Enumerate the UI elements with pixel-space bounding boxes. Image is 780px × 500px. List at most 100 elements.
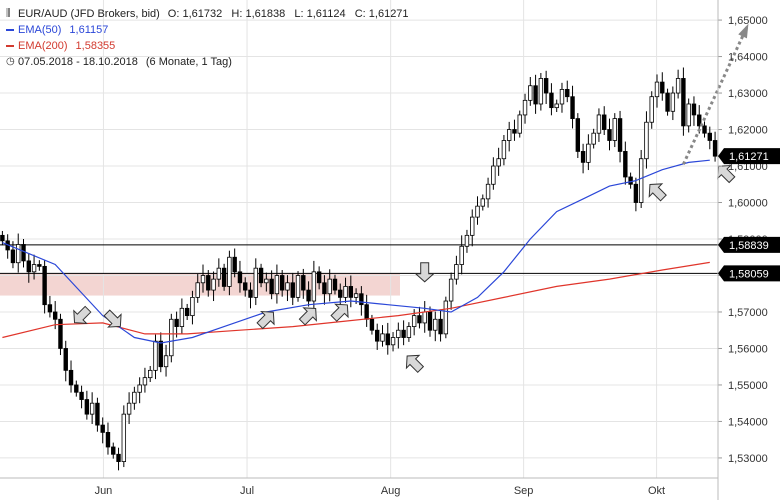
candle-body bbox=[295, 275, 301, 298]
ema200-value: 1,58355 bbox=[75, 40, 116, 52]
candle-body bbox=[0, 234, 5, 242]
candle-body bbox=[660, 81, 665, 94]
candle-body bbox=[364, 304, 369, 320]
annotation-arrow-icon bbox=[256, 310, 275, 330]
candle-body bbox=[517, 114, 522, 134]
candle-body bbox=[111, 446, 116, 455]
y-tick-label: 1,57000 bbox=[728, 307, 768, 319]
candle-body bbox=[522, 99, 528, 116]
candle-body bbox=[623, 151, 628, 178]
candle-body bbox=[274, 275, 280, 295]
candle-body bbox=[459, 245, 464, 265]
candle-body bbox=[84, 399, 90, 415]
candle-body bbox=[327, 278, 332, 295]
candle-body bbox=[654, 81, 660, 98]
y-tick-label: 1,60000 bbox=[728, 198, 768, 210]
annotation-arrow-shape bbox=[256, 310, 275, 330]
candle-body bbox=[301, 275, 306, 291]
candle-body bbox=[68, 369, 74, 386]
candle-body bbox=[633, 183, 639, 203]
candle-body bbox=[538, 78, 544, 105]
candle-body bbox=[543, 78, 549, 94]
instrument-label: EUR/AUD (JFD Brokers, bid) bbox=[18, 8, 160, 20]
candle-body bbox=[279, 275, 285, 291]
date-range-detail: (6 Monate, 1 Tag) bbox=[145, 56, 232, 68]
ema50-line bbox=[2, 159, 710, 344]
candle-body bbox=[10, 249, 16, 264]
candle-body bbox=[89, 402, 95, 415]
candle-body bbox=[116, 453, 121, 462]
candle-body bbox=[148, 369, 153, 379]
candle-body bbox=[580, 151, 586, 163]
annotation-arrow-shape bbox=[330, 303, 349, 322]
candle-body bbox=[206, 275, 211, 291]
candle-body bbox=[475, 205, 480, 218]
x-tick-label: Jun bbox=[95, 485, 113, 497]
candle-body bbox=[169, 318, 174, 357]
trend-arrow-head bbox=[738, 23, 749, 39]
candle-body bbox=[401, 329, 406, 338]
candle-body bbox=[121, 413, 127, 462]
y-tick-label: 1,62000 bbox=[728, 125, 768, 137]
candle-body bbox=[686, 103, 691, 127]
candle-body bbox=[528, 85, 533, 101]
annotation-arrow-shape bbox=[405, 354, 425, 373]
candle-body bbox=[691, 103, 697, 116]
candle-body bbox=[338, 289, 343, 298]
candle-body bbox=[559, 88, 565, 105]
candle-body bbox=[221, 267, 227, 287]
candle-body bbox=[79, 391, 84, 400]
candle-body bbox=[638, 158, 644, 203]
annotation-arrow-shape bbox=[73, 305, 92, 324]
candle-body bbox=[137, 384, 142, 393]
candle-body bbox=[602, 114, 607, 130]
candle-body bbox=[596, 114, 602, 134]
y-tick-label: 1,64000 bbox=[728, 52, 768, 64]
candle-body bbox=[702, 125, 707, 134]
candle-body bbox=[433, 318, 438, 331]
candle-body bbox=[411, 315, 417, 327]
candle-body bbox=[665, 92, 670, 112]
clock-icon: ◷ bbox=[6, 56, 15, 67]
x-tick-label: Okt bbox=[648, 485, 665, 497]
candle-body bbox=[211, 278, 216, 291]
candle-body bbox=[179, 307, 185, 327]
candle-body bbox=[253, 267, 258, 298]
legend-range-row: ◷ 07.05.2018 - 18.10.2018 (6 Monate, 1 T… bbox=[6, 54, 409, 70]
candle-body bbox=[105, 431, 111, 448]
candle-body bbox=[126, 402, 132, 415]
annotation-arrow-icon bbox=[648, 183, 667, 202]
candle-body bbox=[243, 282, 248, 291]
level-price-tag: 1,58839 bbox=[729, 240, 769, 252]
candle-body bbox=[496, 158, 501, 167]
candle-body bbox=[670, 92, 676, 112]
candle-body bbox=[612, 118, 617, 141]
annotation-arrow-icon bbox=[405, 354, 425, 373]
candle-body bbox=[607, 129, 612, 141]
candle-body bbox=[100, 424, 105, 433]
candle-body bbox=[258, 267, 264, 284]
candle-body bbox=[549, 92, 554, 109]
candle-body bbox=[390, 337, 396, 346]
annotation-arrow-icon bbox=[330, 303, 349, 322]
candle-body bbox=[269, 278, 274, 295]
candle-body bbox=[649, 96, 654, 123]
candle-body bbox=[707, 132, 712, 141]
candle-body bbox=[512, 129, 517, 134]
candle-body bbox=[200, 275, 206, 284]
level-price-tag-bg bbox=[718, 265, 780, 282]
level-price-tag-bg bbox=[718, 236, 780, 253]
candle-body bbox=[158, 340, 163, 368]
candle-body bbox=[565, 88, 570, 98]
candle-body bbox=[443, 300, 449, 335]
y-tick-label: 1,65000 bbox=[728, 15, 768, 27]
y-tick-label: 1,63000 bbox=[728, 88, 768, 100]
candle-body bbox=[184, 307, 190, 317]
candle-body bbox=[681, 78, 686, 127]
candle-body bbox=[195, 282, 200, 298]
candle-body bbox=[132, 391, 137, 404]
legend-ema200-row: EMA(200) 1,58355 bbox=[6, 38, 409, 54]
x-tick-label: Sep bbox=[514, 485, 534, 497]
candle-body bbox=[533, 85, 538, 105]
